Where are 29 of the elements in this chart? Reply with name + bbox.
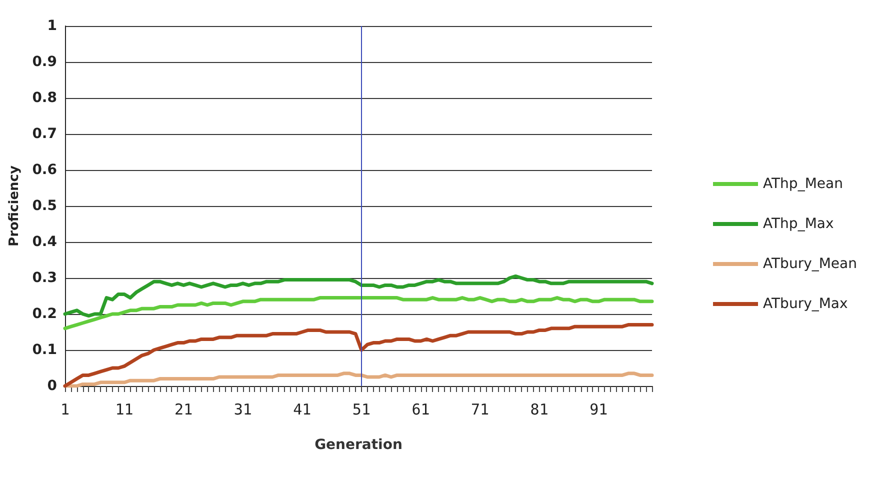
x-tick-label: 61 (412, 400, 430, 418)
x-axis-title: Generation (314, 437, 402, 453)
x-tick-label: 51 (352, 400, 370, 418)
y-tick-label: 0.5 (32, 198, 57, 214)
y-tick-label: 0.8 (32, 90, 57, 106)
legend-label: AThp_Max (763, 216, 834, 232)
x-tick-label: 41 (293, 400, 312, 418)
x-tick-label: 91 (590, 400, 608, 418)
legend-label: AThp_Mean (763, 176, 843, 192)
x-tick-label: 11 (115, 400, 134, 418)
y-tick-label: 0.7 (32, 126, 57, 142)
x-tick-label: 31 (234, 400, 252, 418)
y-tick-label: 0.6 (32, 162, 57, 178)
legend-label: ATbury_Mean (763, 256, 858, 272)
y-tick-label: 0.9 (32, 54, 57, 70)
line-series (63, 296, 654, 330)
x-tick-label: 1 (60, 400, 70, 418)
y-axis-title: Proficiency (7, 165, 22, 246)
x-tick-label: 81 (530, 400, 548, 418)
y-tick-label: 0.1 (32, 342, 57, 358)
y-tick-label: 0 (47, 378, 58, 394)
x-tick-label: 21 (174, 400, 193, 418)
y-tick-label: 1 (47, 18, 57, 34)
y-tick-label: 0.3 (32, 270, 57, 286)
line-series (63, 274, 654, 318)
y-tick-label: 0.2 (32, 306, 57, 322)
legend-label: ATbury_Max (763, 296, 848, 312)
y-tick-label: 0.4 (32, 234, 58, 250)
x-tick-label: 71 (471, 400, 490, 418)
